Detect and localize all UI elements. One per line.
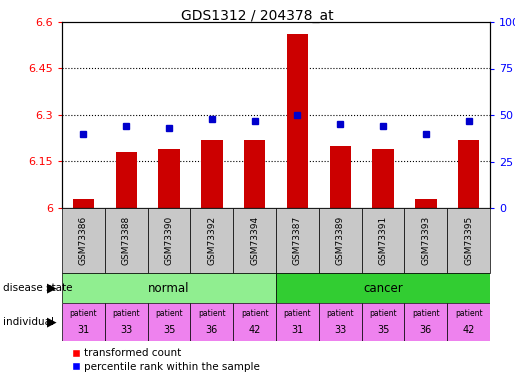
Text: patient: patient [198,309,226,318]
Text: 31: 31 [291,326,303,335]
Text: patient: patient [455,309,483,318]
Bar [148,303,191,341]
Text: GSM73386: GSM73386 [79,216,88,265]
Text: individual: individual [3,317,54,327]
Bar [362,208,404,273]
Bar [233,208,276,273]
Text: patient: patient [369,309,397,318]
Text: patient: patient [284,309,311,318]
Text: patient: patient [155,309,183,318]
Text: GSM73394: GSM73394 [250,216,259,265]
Text: 35: 35 [377,326,389,335]
Text: 42: 42 [462,326,475,335]
Bar [319,208,362,273]
Text: patient: patient [412,309,440,318]
Bar [276,273,490,303]
Legend: transformed count, percentile rank within the sample: transformed count, percentile rank withi… [67,344,264,375]
Bar [62,303,105,341]
Bar [233,303,276,341]
Bar [158,149,180,208]
Text: GSM73390: GSM73390 [164,216,174,265]
Bar [447,303,490,341]
Text: 33: 33 [120,326,132,335]
Bar [73,199,94,208]
Text: patient: patient [327,309,354,318]
Bar [62,208,105,273]
Bar [276,303,319,341]
Text: normal: normal [148,282,190,294]
Bar [372,149,393,208]
Bar [62,273,276,303]
Text: 42: 42 [248,326,261,335]
Text: GSM73387: GSM73387 [293,216,302,265]
Bar [191,208,233,273]
Bar [415,199,437,208]
Text: 36: 36 [205,326,218,335]
Text: patient: patient [241,309,268,318]
Text: GSM73391: GSM73391 [379,216,387,265]
Text: 33: 33 [334,326,346,335]
Bar [458,140,479,208]
Bar [115,152,137,208]
Bar [105,303,148,341]
Text: 35: 35 [163,326,175,335]
Text: disease state: disease state [3,283,72,293]
Bar [191,303,233,341]
Bar [404,208,447,273]
Text: ▶: ▶ [47,315,57,328]
Text: ▶: ▶ [47,282,57,294]
Bar [362,303,404,341]
Text: GSM73389: GSM73389 [336,216,345,265]
Text: GSM73395: GSM73395 [464,216,473,265]
Bar [105,208,148,273]
Text: patient: patient [70,309,97,318]
Text: GDS1312 / 204378_at: GDS1312 / 204378_at [181,9,334,23]
Text: 31: 31 [77,326,90,335]
Bar [330,146,351,208]
Bar [201,140,222,208]
Bar [319,303,362,341]
Text: patient: patient [112,309,140,318]
Text: 36: 36 [420,326,432,335]
Bar [244,140,265,208]
Text: GSM73393: GSM73393 [421,216,431,265]
Bar [404,303,447,341]
Bar [148,208,191,273]
Text: cancer: cancer [363,282,403,294]
Text: GSM73392: GSM73392 [208,216,216,265]
Text: GSM73388: GSM73388 [122,216,131,265]
Bar [287,34,308,208]
Bar [447,208,490,273]
Bar [276,208,319,273]
